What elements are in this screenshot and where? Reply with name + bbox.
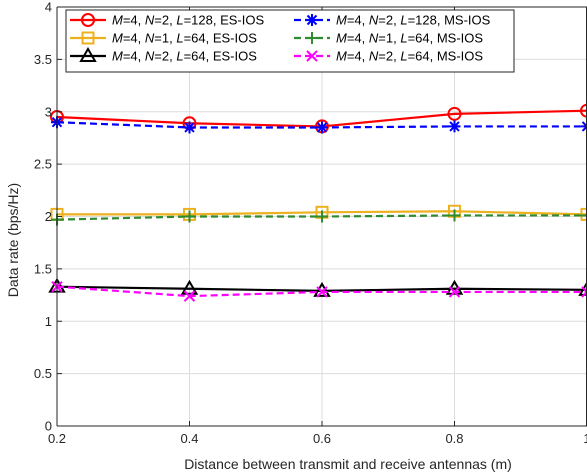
- series-4-marker-2: [313, 281, 331, 297]
- y-tick-label-0: 0: [45, 419, 52, 434]
- y-tick-label-4: 2: [45, 209, 52, 224]
- series-5-marker-4: [581, 286, 587, 298]
- y-tick-label-2: 1: [45, 314, 52, 329]
- series-1-marker-2: [316, 121, 328, 134]
- y-tick-label-8: 4: [45, 0, 52, 15]
- tick-labels: 0.2 0.4 0.6 0.8 1 0 0.5 1 1.5 2 2.5 3 3.5 4: [34, 0, 587, 446]
- legend-entry-5-marker: [306, 50, 318, 62]
- x-tick-label-2: 0.6: [313, 431, 331, 446]
- legend-entry-2-label: M=4, N=1, L=64, ES-IOS: [112, 31, 257, 46]
- series-3-marker-2: [316, 210, 328, 223]
- series-1: [51, 116, 587, 134]
- x-tick-label-3: 0.8: [445, 431, 463, 446]
- series-2-marker-4: [580, 207, 587, 221]
- legend-entry-3-marker: [306, 32, 318, 44]
- y-tick-label-6: 3: [45, 104, 52, 119]
- legend-entry-1: M=4, N=2, L=128, MS-IOS: [294, 13, 491, 28]
- series-group: [48, 103, 587, 302]
- legend-entry-0-marker: [81, 13, 95, 27]
- legend-entry-5-label: M=4, N=2, L=64, MS-IOS: [336, 49, 483, 64]
- series-1-marker-1: [183, 121, 196, 134]
- series-0-marker-4: [580, 103, 587, 118]
- series-5-marker-3: [448, 286, 461, 298]
- x-axis-label: Distance between transmit and receive an…: [184, 456, 512, 472]
- y-tick-label-7: 3.5: [34, 52, 52, 67]
- x-tick-label-0: 0.2: [48, 431, 66, 446]
- legend-entry-1-marker: [306, 14, 318, 26]
- series-1-marker-3: [448, 120, 461, 133]
- series-2: [50, 204, 587, 221]
- legend-entry-2: M=4, N=1, L=64, ES-IOS: [70, 31, 257, 46]
- series-4-marker-1: [180, 279, 199, 295]
- y-tick-label-5: 2.5: [34, 157, 52, 172]
- series-0-marker-3: [447, 106, 462, 121]
- series-3-marker-1: [183, 210, 196, 223]
- legend-entry-0: M=4, N=2, L=128, ES-IOS: [70, 13, 264, 28]
- y-tick-label-3: 1.5: [34, 261, 52, 276]
- y-axis-label: Data rate (bps/Hz): [5, 183, 21, 297]
- legend-box: [65, 9, 515, 73]
- x-tick-label-4: 1: [583, 431, 587, 446]
- series-5-marker-2: [316, 286, 328, 298]
- y-tick-label-1: 0.5: [34, 366, 52, 381]
- legend-entry-5: M=4, N=2, L=64, MS-IOS: [294, 49, 483, 64]
- legend-entry-4-label: M=4, N=2, L=64, ES-IOS: [112, 49, 257, 64]
- legend: M=4, N=2, L=128, ES-IOS M=4, N=2, L=128, …: [65, 9, 515, 73]
- legend-entry-3: M=4, N=1, L=64, MS-IOS: [294, 31, 483, 46]
- legend-entry-4-marker: [79, 47, 97, 62]
- series-3-marker-3: [448, 209, 461, 222]
- x-tick-label-1: 0.4: [180, 431, 198, 446]
- legend-entry-3-label: M=4, N=1, L=64, MS-IOS: [336, 31, 483, 46]
- series-5-marker-1: [183, 290, 196, 302]
- legend-entry-2-marker: [81, 31, 95, 45]
- legend-entry-1-label: M=4, N=2, L=128, MS-IOS: [336, 13, 491, 28]
- legend-entry-4: M=4, N=2, L=64, ES-IOS: [70, 47, 257, 64]
- legend-entry-0-label: M=4, N=2, L=128, ES-IOS: [112, 13, 264, 28]
- series-3-marker-4: [581, 209, 587, 222]
